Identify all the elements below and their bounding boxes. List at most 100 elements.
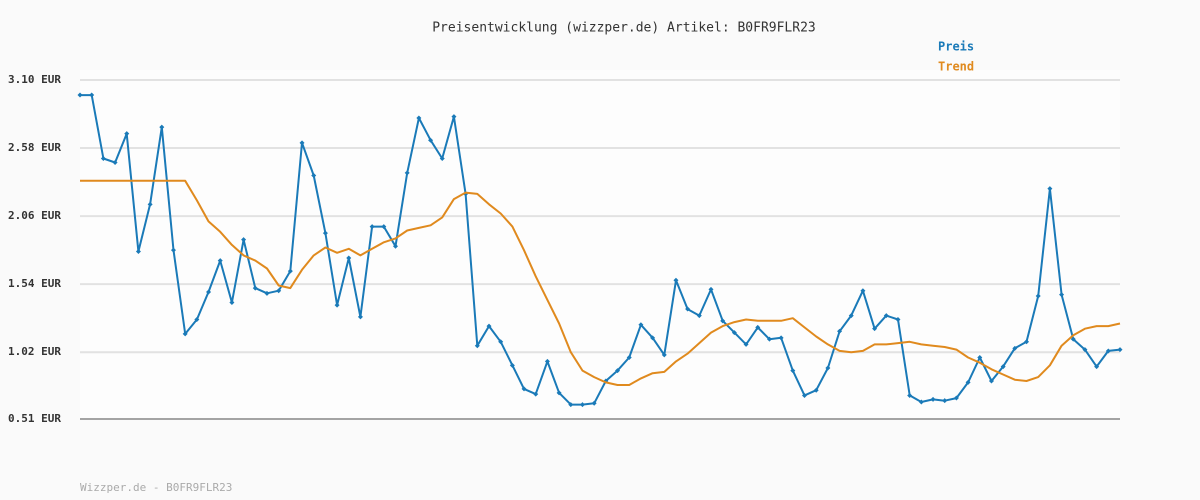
data-point xyxy=(381,224,387,230)
data-point xyxy=(474,343,480,349)
data-point xyxy=(369,224,375,230)
data-point xyxy=(135,248,141,254)
data-point xyxy=(801,392,807,398)
data-point xyxy=(837,328,843,334)
data-point xyxy=(229,300,235,306)
data-point xyxy=(825,365,831,371)
data-point xyxy=(650,335,656,341)
data-point xyxy=(147,201,153,207)
data-point xyxy=(264,290,270,296)
y-tick-label: 1.54 EUR xyxy=(8,277,61,290)
data-point xyxy=(428,137,434,143)
data-point xyxy=(731,330,737,336)
data-point xyxy=(404,170,410,176)
data-point xyxy=(626,354,632,360)
footer: Wizzper.de - B0FR9FLR23 xyxy=(80,481,232,494)
data-point xyxy=(918,399,924,405)
data-point xyxy=(509,362,515,368)
y-tick-label: 1.02 EUR xyxy=(8,345,61,358)
legend-label: Preis xyxy=(938,40,974,54)
y-tick-label: 0.51 EUR xyxy=(8,412,61,425)
data-point xyxy=(100,156,106,162)
data-point xyxy=(357,314,363,320)
data-point xyxy=(276,288,282,294)
data-point xyxy=(743,341,749,347)
data-point xyxy=(89,92,95,98)
data-point xyxy=(217,258,223,264)
data-point xyxy=(953,395,959,401)
data-point xyxy=(1047,186,1053,192)
data-point xyxy=(685,306,691,312)
data-point xyxy=(112,159,118,165)
data-point xyxy=(883,313,889,319)
data-point xyxy=(965,379,971,385)
data-point xyxy=(287,268,293,274)
data-point xyxy=(544,358,550,364)
data-point xyxy=(790,368,796,374)
data-point xyxy=(766,336,772,342)
data-point xyxy=(673,277,679,283)
data-point xyxy=(311,173,317,179)
data-point xyxy=(451,114,457,120)
data-point xyxy=(241,237,247,243)
data-point xyxy=(346,255,352,261)
data-point xyxy=(615,368,621,374)
data-point xyxy=(1094,364,1100,370)
data-point xyxy=(708,286,714,292)
y-tick-label: 3.10 EUR xyxy=(8,73,61,86)
data-point xyxy=(872,326,878,332)
data-point xyxy=(638,322,644,328)
data-point xyxy=(521,386,527,392)
legend-label: Trend xyxy=(938,60,974,74)
data-point xyxy=(486,323,492,329)
data-point xyxy=(194,317,200,323)
data-point xyxy=(720,318,726,324)
series-line xyxy=(80,179,1121,386)
data-point xyxy=(755,324,761,330)
data-point xyxy=(1082,347,1088,353)
chart-title: Preisentwicklung (wizzper.de) Artikel: B… xyxy=(432,21,816,36)
data-point xyxy=(439,156,445,162)
data-point xyxy=(182,331,188,337)
data-point xyxy=(778,335,784,341)
data-point xyxy=(1012,345,1018,351)
data-point xyxy=(1035,293,1041,299)
data-point xyxy=(848,313,854,319)
data-point xyxy=(556,390,562,396)
data-point xyxy=(1070,336,1076,342)
data-point xyxy=(416,115,422,121)
data-point xyxy=(77,92,83,98)
data-point xyxy=(533,391,539,397)
data-point xyxy=(813,387,819,393)
data-point xyxy=(498,339,504,345)
data-point xyxy=(860,288,866,294)
data-point xyxy=(942,398,948,404)
data-point xyxy=(393,243,399,249)
data-point xyxy=(977,354,983,360)
data-point xyxy=(252,285,258,291)
data-point xyxy=(124,131,130,137)
data-point xyxy=(661,352,667,358)
plot-area xyxy=(80,70,1120,419)
data-point xyxy=(1117,347,1123,353)
data-point xyxy=(907,392,913,398)
data-point xyxy=(206,289,212,295)
data-point xyxy=(1105,348,1111,354)
data-point xyxy=(334,302,340,308)
y-tick-label: 2.06 EUR xyxy=(8,209,61,222)
data-point xyxy=(591,400,597,406)
data-point xyxy=(895,317,901,323)
data-point xyxy=(299,140,305,146)
data-point xyxy=(1024,339,1030,345)
data-point xyxy=(579,402,585,408)
data-point xyxy=(1059,292,1065,298)
data-point xyxy=(322,230,328,236)
data-point xyxy=(170,247,176,253)
data-point xyxy=(1000,364,1006,370)
data-point xyxy=(696,313,702,319)
data-point xyxy=(930,396,936,402)
data-point xyxy=(988,378,994,384)
data-point xyxy=(568,402,574,408)
